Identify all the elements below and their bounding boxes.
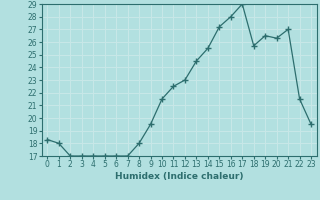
- X-axis label: Humidex (Indice chaleur): Humidex (Indice chaleur): [115, 172, 244, 181]
